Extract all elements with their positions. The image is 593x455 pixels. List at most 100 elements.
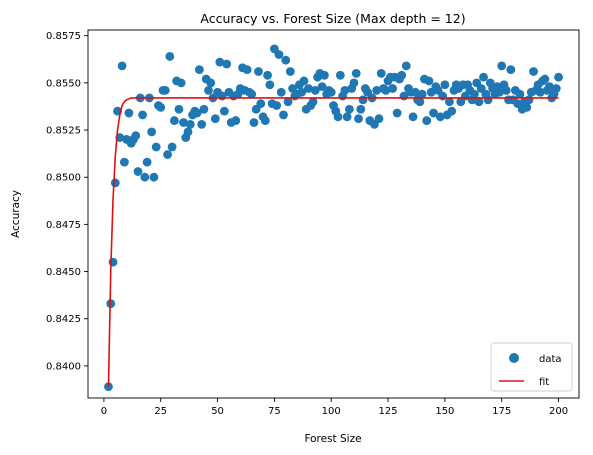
y-tick-label: 0.8400 — [46, 361, 81, 372]
data-point — [304, 84, 313, 93]
data-point — [429, 108, 438, 118]
x-axis-title: Forest Size — [304, 433, 361, 445]
data-point — [117, 61, 127, 71]
data-point — [276, 87, 286, 97]
data-point — [299, 76, 309, 86]
data-point — [408, 112, 418, 122]
x-tick-label: 100 — [322, 406, 341, 417]
data-point — [185, 119, 195, 129]
data-point — [540, 74, 550, 84]
y-tick-label: 0.8525 — [46, 126, 81, 137]
data-point — [333, 112, 343, 122]
data-point — [424, 76, 434, 86]
data-point — [422, 116, 432, 125]
data-point — [410, 87, 420, 97]
data-point — [169, 116, 179, 125]
data-point — [138, 110, 147, 120]
y-axis-title: Accuracy — [10, 190, 22, 238]
data-point — [447, 106, 457, 116]
data-point — [497, 61, 507, 71]
data-point — [163, 150, 172, 159]
data-point — [281, 55, 291, 65]
data-point — [554, 72, 563, 82]
x-tick-label: 200 — [549, 406, 568, 417]
data-point — [147, 127, 157, 137]
data-point — [345, 104, 354, 114]
data-point — [495, 87, 504, 97]
data-point — [392, 108, 402, 118]
data-point — [174, 104, 184, 114]
data-point — [438, 91, 448, 101]
data-point — [215, 57, 225, 67]
data-point — [140, 172, 150, 182]
fit-line — [107, 97, 559, 387]
x-tick-label: 150 — [435, 406, 454, 417]
y-tick-label: 0.8550 — [46, 78, 81, 89]
data-point — [529, 67, 538, 76]
x-tick-label: 25 — [154, 406, 167, 417]
legend: data fit — [490, 342, 573, 392]
data-point — [435, 112, 445, 122]
data-point — [272, 101, 282, 110]
y-tick-label: 0.8450 — [46, 267, 81, 278]
data-point — [192, 108, 202, 118]
data-point — [445, 97, 454, 107]
data-point — [194, 65, 204, 75]
chart-title: Accuracy vs. Forest Size (Max depth = 12… — [200, 11, 465, 26]
data-point — [415, 97, 425, 107]
data-point — [133, 167, 143, 176]
data-point — [388, 84, 397, 93]
y-tick-label: 0.8425 — [46, 314, 81, 325]
data-point — [210, 114, 220, 124]
data-point — [247, 89, 257, 99]
y-tick-label: 0.8575 — [46, 31, 81, 42]
data-point — [479, 72, 488, 82]
data-point — [124, 108, 134, 118]
data-point — [197, 119, 207, 129]
data-point — [310, 85, 320, 95]
x-tick-label: 75 — [268, 406, 281, 417]
data-point — [142, 157, 152, 167]
data-point — [470, 89, 479, 99]
data-point — [374, 114, 384, 124]
data-point — [483, 95, 493, 105]
data-point — [260, 116, 270, 125]
data-point — [326, 87, 336, 97]
data-point — [297, 87, 307, 97]
data-point — [108, 257, 118, 267]
data-point — [254, 67, 263, 76]
data-point — [279, 110, 288, 120]
data-point — [335, 70, 345, 80]
data-point — [265, 80, 275, 90]
data-point — [417, 89, 427, 99]
data-point — [249, 118, 259, 127]
data-point — [222, 59, 232, 69]
data-point — [176, 78, 186, 88]
data-point — [401, 61, 411, 71]
data-point — [349, 78, 359, 88]
data-point — [199, 104, 209, 114]
data-point — [131, 131, 141, 141]
data-point — [149, 172, 159, 182]
plot-frame — [87, 29, 580, 399]
data-point — [110, 178, 120, 188]
legend-data-label: data — [539, 354, 562, 365]
data-point — [219, 106, 229, 116]
data-point — [474, 97, 484, 107]
data-point — [206, 78, 216, 88]
data-point — [283, 97, 293, 107]
legend-fit-label: fit — [539, 377, 549, 388]
x-tick-label: 175 — [492, 406, 511, 417]
data-point — [179, 118, 188, 127]
data-point — [515, 89, 525, 99]
data-point — [381, 85, 391, 95]
data-point — [119, 157, 129, 167]
data-point — [151, 142, 161, 152]
data-point — [358, 95, 368, 105]
data-point — [376, 69, 386, 78]
data-point — [551, 84, 561, 93]
data-point — [231, 116, 241, 125]
data-point — [342, 112, 352, 122]
data-point — [351, 69, 361, 78]
